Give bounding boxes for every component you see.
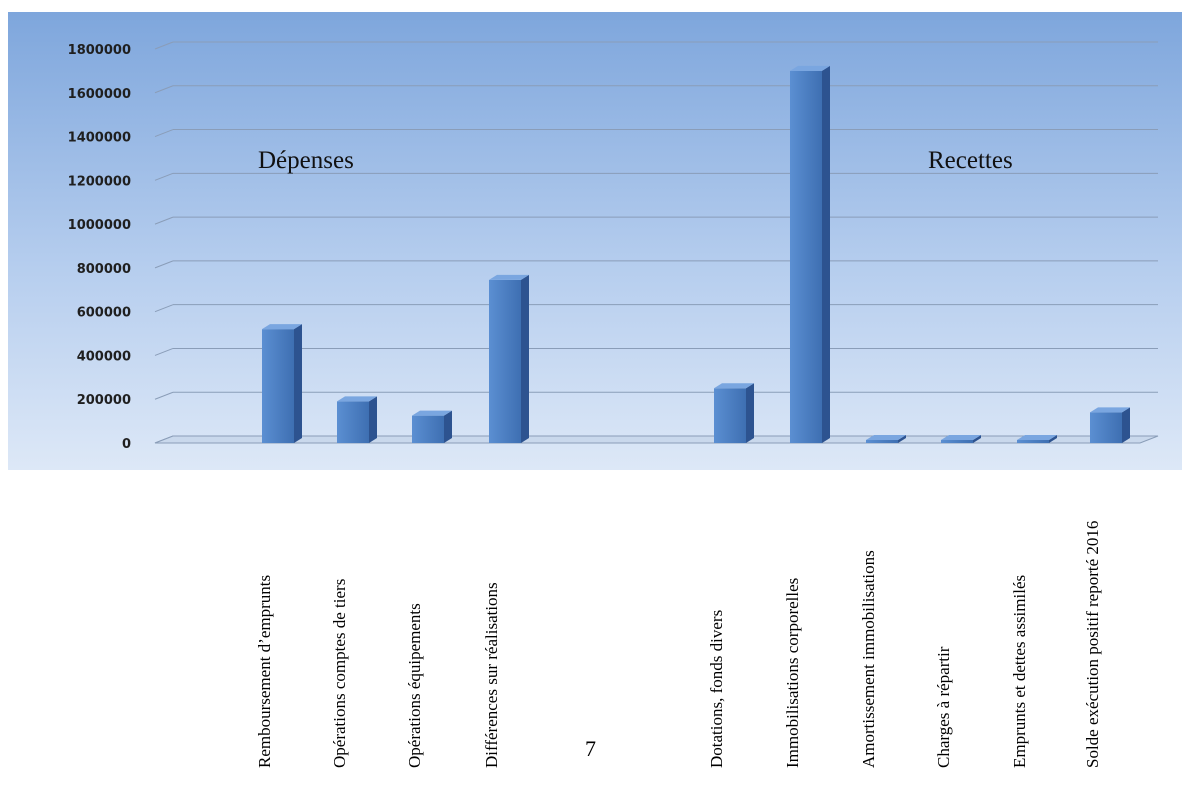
y-tick-label: 800000 xyxy=(77,262,131,277)
bar xyxy=(1090,407,1130,443)
x-tick-label: Opérations comptes de tiers xyxy=(330,579,349,768)
y-tick-label: 600000 xyxy=(77,306,131,321)
bar-side xyxy=(444,410,452,443)
bar-front xyxy=(941,440,973,443)
bar-top xyxy=(337,396,377,402)
gridline-side xyxy=(154,216,174,225)
bar xyxy=(866,435,906,443)
bar xyxy=(412,410,452,443)
x-axis-labels: Remboursement d’emprunts Opérations compt… xyxy=(255,521,1102,768)
x-tick-label: Solde exécution positif reporté 2016 xyxy=(1083,521,1102,768)
bar-side xyxy=(898,435,906,443)
bar xyxy=(941,435,981,443)
bar-top xyxy=(489,274,529,280)
bar-front xyxy=(790,70,822,443)
bar-side xyxy=(294,324,302,443)
bar-side xyxy=(369,396,377,443)
x-tick-label: Charges à répartir xyxy=(934,646,953,768)
plot-background xyxy=(8,12,1182,470)
bar-top xyxy=(866,435,906,440)
bar xyxy=(337,396,377,443)
gridline-side xyxy=(154,347,174,356)
bar-front xyxy=(866,440,898,443)
y-axis: 0 200000 400000 600000 800000 1000000 1200000 1… xyxy=(68,43,131,452)
group-label-depenses: Dépenses xyxy=(258,147,354,174)
bar-side xyxy=(521,274,529,443)
bar xyxy=(489,274,529,443)
bar-front xyxy=(489,279,521,443)
y-tick-label: 1600000 xyxy=(68,87,131,102)
bar-front xyxy=(1090,412,1122,443)
y-tick-label: 200000 xyxy=(77,393,131,408)
x-tick-label: Différences sur réalisations xyxy=(482,582,501,768)
y-tick-label: 1800000 xyxy=(68,43,131,58)
x-tick-label: Emprunts et dettes assimilés xyxy=(1010,575,1029,768)
gridline-side xyxy=(154,85,174,94)
y-tick-label: 400000 xyxy=(77,349,131,364)
x-tick-label: Dotations, fonds divers xyxy=(707,610,726,768)
page-number: 7 xyxy=(585,736,596,761)
bar-front xyxy=(412,415,444,443)
bar-front xyxy=(262,329,294,443)
gridline-side xyxy=(154,129,174,138)
bar-top xyxy=(714,383,754,389)
bar-side xyxy=(746,383,754,443)
bar xyxy=(1017,435,1057,443)
bar-top xyxy=(1090,407,1130,413)
x-tick-label: Immobilisations corporelles xyxy=(783,578,802,768)
bar-front xyxy=(1017,440,1049,443)
bar-side xyxy=(1049,435,1057,443)
x-tick-label: Remboursement d’emprunts xyxy=(255,575,274,768)
y-tick-label: 1000000 xyxy=(68,218,131,233)
grid xyxy=(154,41,1159,444)
x-tick-label: Opérations équipements xyxy=(405,603,424,768)
bar-top xyxy=(941,435,981,440)
x-tick-label: Amortissement immobilisations xyxy=(859,550,878,768)
gridline-side xyxy=(154,304,174,313)
bars xyxy=(262,65,1130,443)
bar-front xyxy=(337,401,369,443)
bar-top xyxy=(790,65,830,71)
y-tick-label: 1200000 xyxy=(68,174,131,189)
y-tick-label: 0 xyxy=(122,437,131,452)
gridline-side xyxy=(154,391,174,400)
gridline-side xyxy=(154,260,174,269)
group-label-recettes: Recettes xyxy=(928,147,1013,174)
bar xyxy=(714,383,754,443)
bar-side xyxy=(1122,407,1130,443)
bar xyxy=(790,65,830,443)
bar-side xyxy=(973,435,981,443)
bar-side xyxy=(822,65,830,443)
gridline-side xyxy=(154,41,174,50)
y-tick-label: 1400000 xyxy=(68,131,131,146)
bar xyxy=(262,324,302,443)
bar-top xyxy=(1017,435,1057,440)
gridline-side xyxy=(154,172,174,181)
bar-top xyxy=(262,324,302,330)
chart-floor xyxy=(154,435,1159,444)
bar-top xyxy=(412,410,452,416)
bar-front xyxy=(714,388,746,443)
